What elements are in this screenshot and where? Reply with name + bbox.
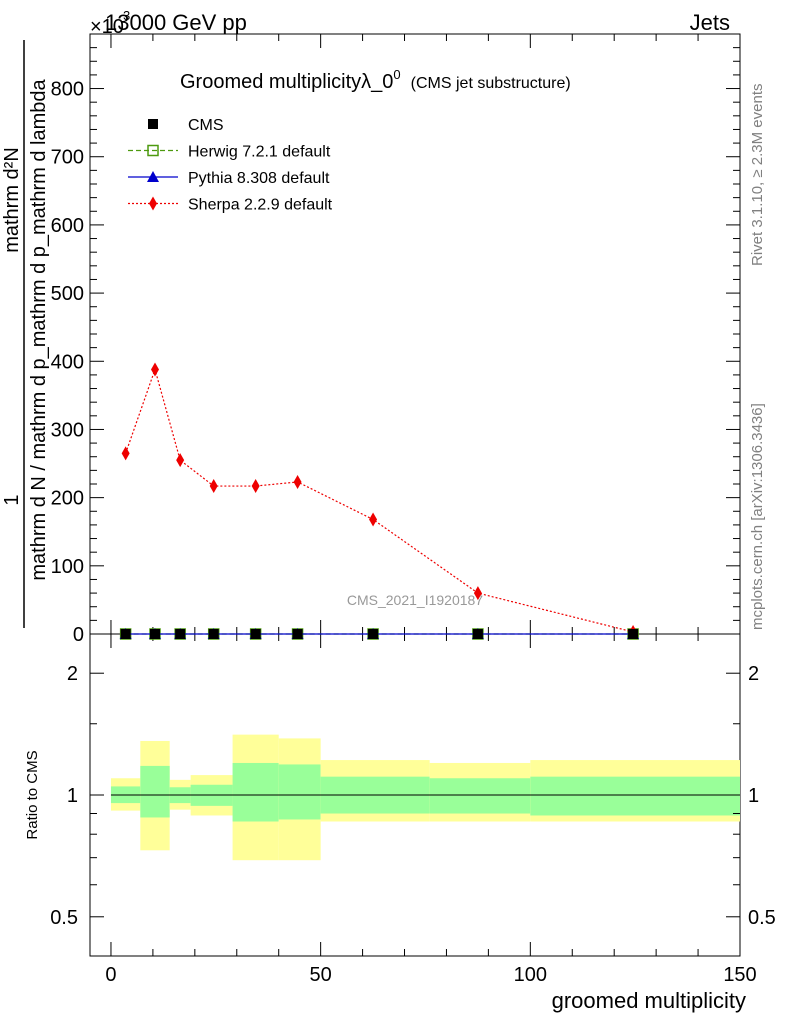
y-tick-label: 300 bbox=[51, 419, 84, 441]
plot-title-superscript: 0 bbox=[393, 67, 400, 82]
mcplots-label: mcplots.cern.ch [arXiv:1306.3436] bbox=[749, 403, 766, 630]
legend-label: Sherpa 2.2.9 default bbox=[188, 197, 333, 214]
legend-label: CMS bbox=[188, 117, 224, 134]
legend-label: Herwig 7.2.1 default bbox=[188, 144, 331, 161]
ratio-inner-band bbox=[429, 778, 531, 814]
data-point-0 bbox=[250, 629, 261, 639]
y-label-line1: 1 bbox=[1, 494, 23, 505]
legend: CMS Herwig 7.2.1 default Pythia 8.308 defa… bbox=[128, 117, 333, 214]
data-point-0 bbox=[628, 629, 639, 639]
y-multiplier-exponent: 3 bbox=[123, 8, 130, 23]
ratio-axes: 0.5 0.5 1 1 2 2 0 50 100 150 bbox=[50, 634, 776, 986]
data-point-0 bbox=[292, 629, 303, 639]
legend-label: Pythia 8.308 default bbox=[188, 170, 330, 187]
y-tick-label: 800 bbox=[51, 79, 84, 101]
y-axis-label: 1 mathrm d N / mathrm d p_mathrm d p_mat… bbox=[1, 40, 50, 628]
y-tick-label: 400 bbox=[51, 351, 84, 373]
y-tick-label: 700 bbox=[51, 147, 84, 169]
analysis-watermark: CMS_2021_I1920187 bbox=[347, 592, 483, 608]
y-tick-label: 0 bbox=[73, 624, 84, 646]
y-tick-label: 100 bbox=[51, 556, 84, 578]
ratio-inner-band bbox=[278, 764, 321, 820]
data-point-0 bbox=[368, 629, 379, 639]
data-point-3 bbox=[121, 446, 130, 461]
legend-marker bbox=[147, 144, 159, 157]
ratio-inner-band bbox=[530, 776, 740, 816]
legend-marker bbox=[147, 171, 159, 182]
legend-marker bbox=[149, 196, 157, 211]
ratio-y-tick-label: 1 bbox=[67, 785, 78, 807]
ratio-y-tick-label: 2 bbox=[67, 663, 78, 685]
series-line-3 bbox=[125, 367, 634, 633]
ratio-inner-band bbox=[140, 765, 170, 818]
data-point-3 bbox=[473, 586, 482, 601]
process-label: Jets bbox=[690, 10, 730, 35]
plot-title-sub: (CMS jet substructure) bbox=[411, 75, 571, 92]
data-point-0 bbox=[175, 629, 186, 639]
data-point-0 bbox=[120, 629, 131, 639]
y-tick-label: 500 bbox=[51, 283, 84, 305]
data-point-0 bbox=[150, 629, 160, 639]
data-point-3 bbox=[176, 453, 185, 468]
main-axes: 0 100 200 300 400 500 600 700 800 bbox=[51, 33, 741, 646]
ratio-y-tick-label-right: 1 bbox=[748, 785, 759, 807]
data-point-3 bbox=[293, 474, 302, 489]
ratio-y-tick-label-right: 2 bbox=[748, 663, 759, 685]
x-tick-label: 150 bbox=[723, 964, 756, 986]
y-multiplier-prefix: ×10 bbox=[90, 16, 124, 38]
x-axis-label: groomed multiplicity bbox=[552, 988, 746, 1013]
y-label-line2: mathrm d N / mathrm d p_mathrm d p_mathr… bbox=[28, 78, 50, 580]
ratio-y-label: Ratio to CMS bbox=[24, 750, 41, 839]
data-point-3 bbox=[151, 362, 159, 377]
y-label-line3: mathrm d²N bbox=[1, 147, 23, 253]
y-tick-label: 200 bbox=[51, 488, 84, 510]
ratio-inner-band bbox=[232, 762, 279, 822]
ratio-bands bbox=[110, 734, 740, 861]
data-point-3 bbox=[209, 479, 218, 494]
data-point-3 bbox=[251, 479, 260, 494]
x-tick-label: 0 bbox=[105, 964, 116, 986]
ratio-y-tick-label-right: 0.5 bbox=[748, 907, 776, 929]
series-layer bbox=[119, 362, 640, 640]
data-point-3 bbox=[369, 512, 378, 527]
data-point-0 bbox=[472, 629, 483, 639]
y-tick-label: 600 bbox=[51, 215, 84, 237]
energy-label: 13000 GeV pp bbox=[105, 10, 247, 35]
legend-marker bbox=[148, 119, 158, 129]
plot-title: Groomed multiplicityλ_00 (CMS jet substru… bbox=[180, 67, 571, 93]
plot-title-main: Groomed multiplicityλ_0 bbox=[180, 71, 393, 93]
x-tick-label: 50 bbox=[310, 964, 332, 986]
data-point-0 bbox=[208, 629, 219, 639]
rivet-label: Rivet 3.1.10, ≥ 2.3M events bbox=[749, 84, 766, 267]
ratio-y-tick-label: 0.5 bbox=[50, 907, 78, 929]
x-tick-label: 100 bbox=[514, 964, 547, 986]
